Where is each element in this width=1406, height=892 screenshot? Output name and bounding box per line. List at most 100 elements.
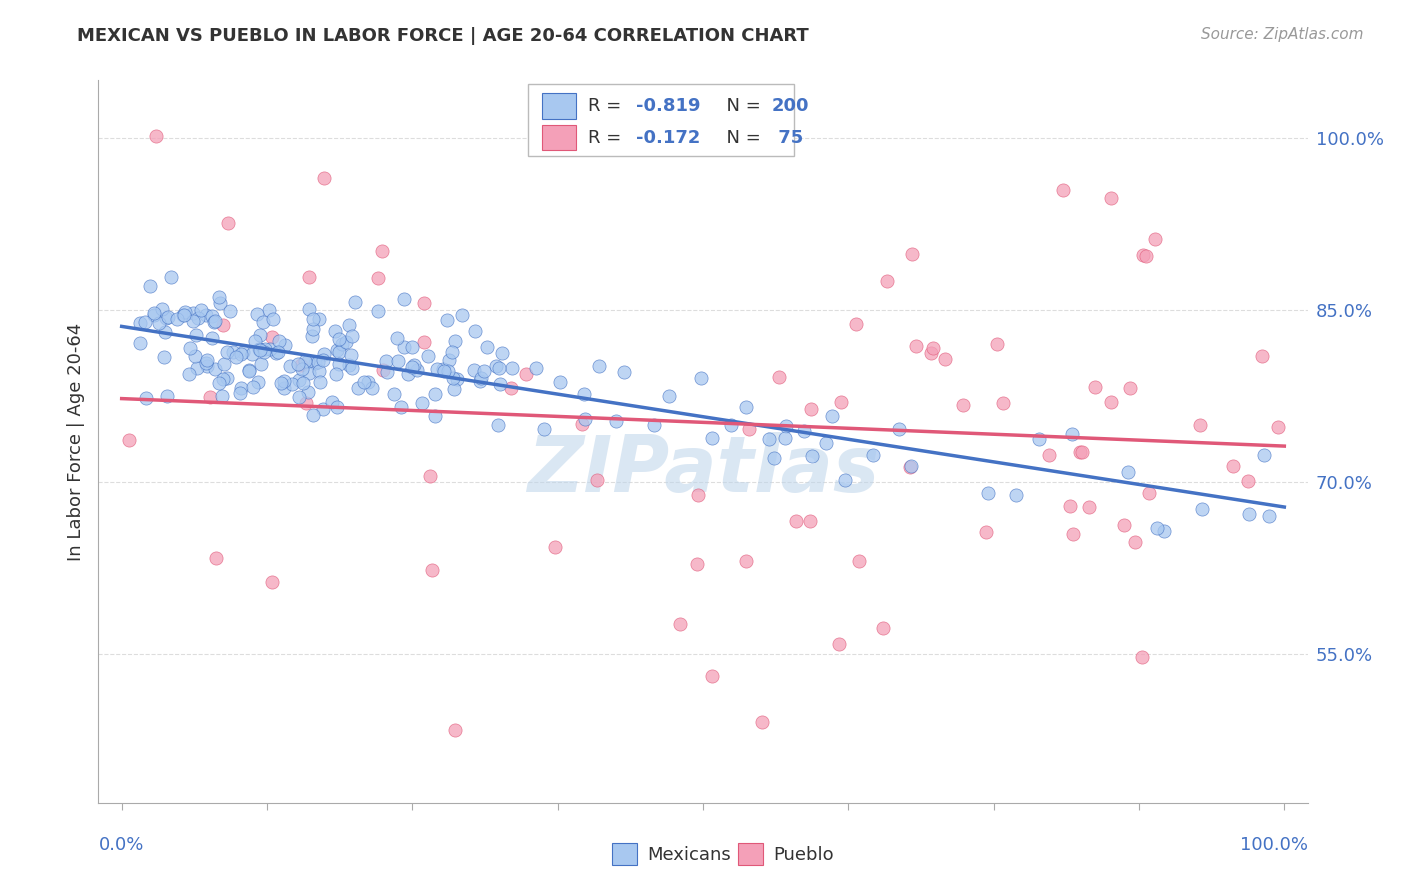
Point xyxy=(205,551,228,566)
Point xyxy=(845,317,868,331)
Point xyxy=(464,324,486,338)
Point xyxy=(814,435,837,450)
Point xyxy=(217,345,239,359)
Point xyxy=(1123,534,1146,549)
Point xyxy=(129,316,152,330)
Point xyxy=(308,364,330,378)
Point xyxy=(273,381,295,395)
Point xyxy=(204,314,226,328)
Point xyxy=(172,309,194,323)
Point xyxy=(145,128,167,143)
Point xyxy=(775,431,797,445)
Point xyxy=(201,309,224,323)
Point xyxy=(135,391,157,405)
Point xyxy=(920,346,942,360)
Point xyxy=(142,308,165,322)
Text: ZIPatlas: ZIPatlas xyxy=(527,433,879,508)
Point xyxy=(389,401,412,415)
Point xyxy=(444,334,467,348)
Point xyxy=(312,353,335,368)
Point xyxy=(328,345,350,359)
Point xyxy=(974,524,997,539)
Point xyxy=(426,362,449,376)
Point xyxy=(425,387,447,401)
Point xyxy=(229,381,252,395)
Point xyxy=(1028,432,1050,446)
Point xyxy=(367,270,389,285)
Point xyxy=(735,554,758,568)
Point xyxy=(335,334,357,349)
Point xyxy=(360,381,382,395)
Point xyxy=(262,312,284,326)
Point xyxy=(524,360,547,375)
Point xyxy=(118,433,141,447)
Point xyxy=(173,305,195,319)
Point xyxy=(367,303,389,318)
Point xyxy=(862,448,884,462)
Point xyxy=(266,344,288,359)
Point xyxy=(440,345,463,359)
Point xyxy=(253,344,276,359)
Point xyxy=(280,377,302,392)
Point xyxy=(290,358,312,372)
Point xyxy=(468,374,491,388)
Point xyxy=(229,385,252,400)
Point xyxy=(392,292,415,306)
Point xyxy=(259,343,281,357)
Point xyxy=(463,362,485,376)
FancyBboxPatch shape xyxy=(527,84,793,156)
Point xyxy=(828,637,851,651)
Point xyxy=(419,468,441,483)
Point xyxy=(550,375,572,389)
Point xyxy=(1251,349,1274,363)
Point xyxy=(181,306,204,320)
Point xyxy=(195,359,218,373)
Point xyxy=(208,296,231,310)
Point xyxy=(412,296,434,310)
Point xyxy=(1130,650,1153,665)
Point xyxy=(872,622,894,636)
Point xyxy=(901,247,924,261)
Point xyxy=(876,274,898,288)
Point xyxy=(267,334,290,349)
Point xyxy=(720,418,742,433)
Point xyxy=(1253,448,1275,462)
Point xyxy=(208,376,231,390)
Point xyxy=(401,359,423,374)
Point xyxy=(312,171,335,186)
Point xyxy=(204,362,226,376)
Point xyxy=(330,337,353,351)
Point xyxy=(420,562,443,576)
Point xyxy=(212,357,235,371)
Point xyxy=(1257,508,1279,523)
Point xyxy=(273,374,295,388)
Text: Mexicans: Mexicans xyxy=(647,846,731,863)
Point xyxy=(1267,419,1289,434)
Point xyxy=(574,412,596,426)
Point xyxy=(571,417,593,431)
Point xyxy=(700,669,723,683)
Point xyxy=(326,401,349,415)
Point xyxy=(198,391,221,405)
Point xyxy=(1237,474,1260,488)
Point xyxy=(195,353,218,368)
Point xyxy=(297,270,319,285)
Point xyxy=(451,308,474,322)
Point xyxy=(371,244,394,258)
Text: R =: R = xyxy=(588,97,627,115)
FancyBboxPatch shape xyxy=(543,125,576,151)
Point xyxy=(1112,517,1135,532)
Point xyxy=(432,361,454,376)
Point xyxy=(156,310,179,324)
Point xyxy=(898,459,921,474)
Point xyxy=(1116,465,1139,479)
Point xyxy=(387,331,409,345)
Point xyxy=(288,390,311,404)
Point xyxy=(605,413,627,427)
Point xyxy=(302,312,325,326)
Point xyxy=(830,395,852,409)
Text: R =: R = xyxy=(588,128,627,146)
Point xyxy=(758,433,780,447)
Text: 200: 200 xyxy=(772,97,810,115)
Point xyxy=(392,340,415,354)
